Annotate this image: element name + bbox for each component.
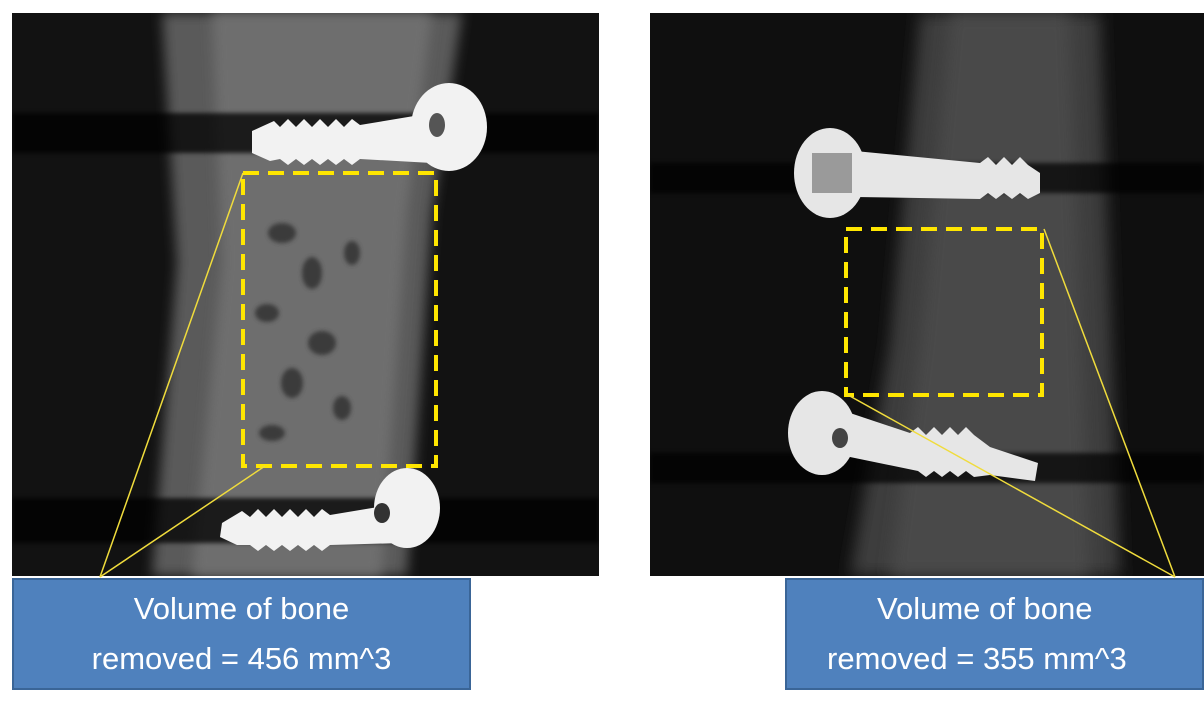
upper-screw-right xyxy=(794,128,1040,218)
ct-scan-right xyxy=(650,13,1204,576)
callout-left-line1: Volume of bone xyxy=(133,591,350,626)
callout-left: Volume of bone removed = 456 mm^3 xyxy=(12,578,471,690)
upper-screw xyxy=(252,83,487,171)
callout-right: Volume of bone removed = 355 mm^3 xyxy=(785,578,1204,690)
ct-scan-left xyxy=(12,13,599,576)
callout-left-line2: removed = 456 mm^3 xyxy=(91,641,392,676)
ct-image-right xyxy=(650,13,1204,576)
lower-screw xyxy=(220,468,440,551)
callout-right-line1: Volume of bone xyxy=(877,591,1093,626)
callout-right-line2: removed = 355 mm^3 xyxy=(827,641,1127,676)
ct-image-left xyxy=(12,13,599,576)
